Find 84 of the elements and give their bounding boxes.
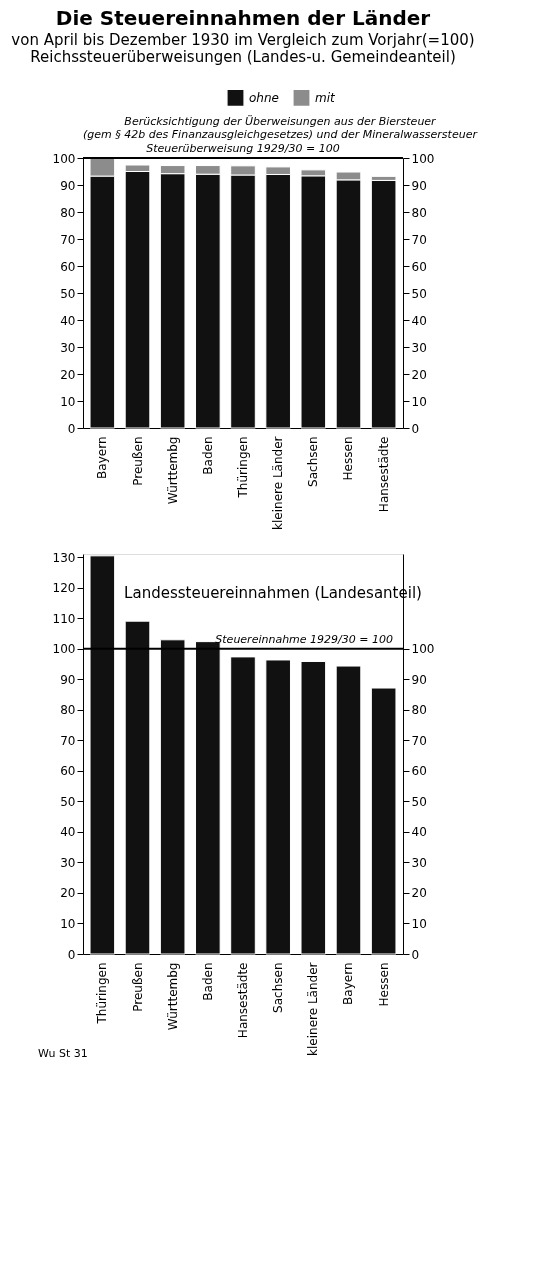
- y-tick-label: 90: [60, 178, 76, 193]
- legend-label: mit: [315, 90, 337, 105]
- x-tick-label: Württembg: [165, 962, 180, 1031]
- x-tick-label: Sachsen: [271, 962, 286, 1013]
- y2-tick-label: 60: [411, 259, 427, 274]
- y-tick-label: 80: [60, 205, 76, 220]
- y-tick-label: 90: [60, 672, 76, 687]
- ref-line-label: Steuereinnahme 1929/30 = 100: [215, 632, 393, 646]
- bar: [124, 620, 151, 955]
- bar: [300, 660, 327, 955]
- bar: [370, 687, 397, 955]
- bar: [370, 179, 397, 429]
- y2-tick-label: 70: [411, 733, 427, 748]
- y-tick-label: 100: [52, 151, 76, 166]
- y-tick-label: 20: [60, 886, 76, 901]
- legend-label: ohne: [249, 90, 279, 105]
- y2-tick-label: 50: [411, 286, 427, 301]
- y-tick-label: 30: [60, 855, 76, 870]
- chart-subtitle: von April bis Dezember 1930 im Vergleich zum Vorjahr(=100): [11, 31, 475, 49]
- y-tick-label: 0: [67, 947, 76, 962]
- y-tick-label: 60: [60, 764, 76, 779]
- text: Reichssteuerüberweisungen (Landes-u. Gemeindeanteil): [30, 48, 456, 66]
- y2-tick-label: 20: [411, 367, 427, 382]
- x-tick-label: Thüringen: [236, 436, 250, 499]
- x-tick-label: Württembg: [165, 436, 180, 505]
- x-tick-label: Hansestädte: [376, 436, 391, 513]
- y2-tick-label: 30: [411, 340, 427, 355]
- y-tick-label: 10: [60, 916, 76, 931]
- legend-title: Berücksichtigung der Überweisungen aus der Biersteuer (gem § 42b des Finanzausgleichgesetzes) und der Mineralwassersteuer: [83, 115, 479, 141]
- y2-tick-label: 30: [411, 855, 427, 870]
- y-tick-label: 50: [60, 286, 76, 301]
- y-tick-label: 70: [60, 733, 76, 748]
- x-tick-label: Preußen: [130, 436, 145, 486]
- y-tick-label: 110: [52, 611, 76, 626]
- ref-line-label: Steuerüberweisung 1929/30 = 100: [146, 142, 340, 155]
- x-tick-label: Baden: [200, 436, 215, 475]
- text: Wu St 31: [38, 1047, 88, 1060]
- bar: [335, 665, 362, 955]
- bar: [195, 641, 221, 955]
- y-tick-label: 70: [60, 232, 76, 247]
- y2-tick-label: 90: [411, 178, 427, 193]
- x-tick-label: kleinere Länder: [271, 436, 286, 530]
- y-tick-label: 40: [60, 313, 76, 328]
- y-tick-label: 120: [52, 581, 76, 596]
- y-tick-label: 130: [52, 550, 76, 565]
- y2-tick-label: 80: [411, 703, 427, 718]
- x-tick-label: Thüringen: [95, 962, 110, 1025]
- bar: [265, 659, 291, 955]
- y2-tick-label: 70: [411, 232, 427, 247]
- x-tick-label: Hessen: [341, 436, 356, 481]
- y2-tick-label: 40: [411, 825, 427, 840]
- x-tick-label: Baden: [200, 962, 215, 1001]
- y2-tick-label: 10: [411, 916, 427, 931]
- bar: [89, 555, 116, 955]
- y-tick-label: 20: [60, 367, 76, 382]
- y-tick-label: 30: [60, 340, 76, 355]
- y2-tick-label: 0: [411, 947, 420, 962]
- y2-tick-label: 10: [411, 394, 427, 409]
- x-tick-label: Sachsen: [306, 436, 321, 487]
- y-tick-label: 10: [60, 394, 76, 409]
- y2-tick-label: 60: [411, 764, 427, 779]
- y2-tick-label: 0: [411, 421, 420, 436]
- x-tick-label: Hessen: [376, 962, 391, 1007]
- y2-tick-label: 20: [411, 886, 427, 901]
- y2-tick-label: 100: [411, 642, 435, 657]
- y-tick-label: 80: [60, 703, 76, 718]
- y-tick-label: 100: [52, 642, 76, 657]
- x-tick-label: kleinere Länder: [306, 962, 321, 1056]
- y-tick-label: 50: [60, 794, 76, 809]
- y2-tick-label: 40: [411, 313, 427, 328]
- y2-tick-label: 80: [411, 205, 427, 220]
- x-tick-label: Hansestädte: [236, 962, 250, 1039]
- y2-tick-label: 100: [411, 151, 435, 166]
- y-tick-label: 60: [60, 259, 76, 274]
- x-tick-label: Preußen: [130, 962, 145, 1012]
- chart-title: Die Steuereinnahmen der Länder: [55, 6, 431, 30]
- y-tick-label: 0: [67, 421, 76, 436]
- y-tick-label: 40: [60, 825, 76, 840]
- x-tick-label: Bayern: [341, 962, 356, 1005]
- y2-tick-label: 50: [411, 794, 427, 809]
- x-tick-label: Bayern: [95, 436, 110, 479]
- y2-tick-label: 90: [411, 672, 427, 687]
- bar: [159, 639, 186, 955]
- bar: [230, 656, 256, 955]
